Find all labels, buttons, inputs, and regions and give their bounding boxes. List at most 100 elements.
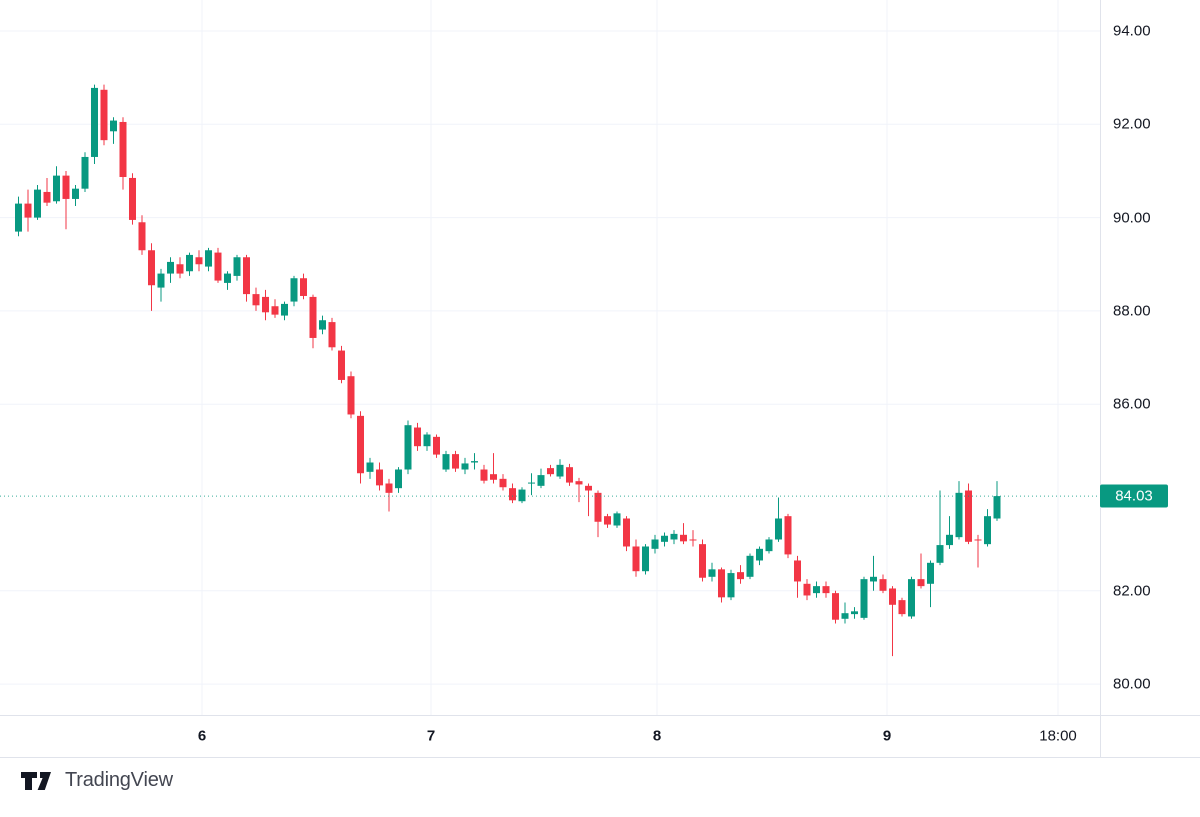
axis-borders	[0, 0, 1200, 758]
candle-up	[518, 487, 526, 504]
time-axis-label: 7	[426, 727, 436, 745]
candle-up	[708, 562, 716, 582]
tradingview-logo-text: TradingView	[65, 769, 173, 791]
candle-up	[642, 544, 649, 575]
candle-up	[471, 453, 478, 470]
candle-up	[461, 457, 469, 475]
candle-up	[290, 275, 298, 307]
candle-down	[898, 597, 906, 617]
candle-down	[594, 490, 602, 538]
last-price-tag: 84.03	[1100, 484, 1168, 508]
candle-down	[604, 513, 611, 528]
candle-down	[737, 565, 744, 584]
candle-down	[195, 250, 203, 272]
candle-up	[670, 530, 678, 545]
price-axis-label: 92.00	[1113, 115, 1151, 133]
candle-up	[651, 534, 659, 554]
horizontal-gridlines	[0, 30, 1100, 685]
candle-up	[661, 532, 668, 547]
price-axis-label: 80.00	[1113, 675, 1151, 693]
candle-down	[414, 422, 421, 451]
candle-up	[233, 254, 241, 281]
price-axis-label: 94.00	[1113, 22, 1151, 40]
price-axis-label: 82.00	[1113, 582, 1151, 600]
time-axis-label: 8	[652, 727, 662, 745]
candle-up	[528, 473, 535, 496]
candle-down	[566, 463, 573, 486]
candle-up	[727, 569, 735, 601]
candle-down	[252, 287, 260, 311]
candle-down	[575, 477, 583, 503]
candle-down	[784, 513, 792, 559]
candle-up	[81, 152, 89, 192]
candle-up	[860, 576, 868, 620]
candle-up	[157, 268, 165, 302]
candle-down	[24, 189, 32, 232]
candle-up	[775, 497, 782, 542]
candle-down	[680, 523, 687, 545]
price-axis-label: 88.00	[1113, 302, 1151, 320]
candle-up	[366, 457, 374, 479]
candle-down	[357, 411, 364, 484]
candles-layer	[15, 84, 1001, 657]
candle-down	[119, 117, 127, 190]
time-axis-label: 6	[197, 727, 207, 745]
candle-down	[271, 299, 279, 318]
candle-up	[927, 560, 934, 608]
candle-down	[689, 530, 697, 547]
candle-down	[623, 516, 630, 552]
candle-down	[214, 247, 222, 283]
tradingview-logo-icon	[21, 771, 51, 790]
candle-up	[72, 184, 79, 206]
candle-up	[442, 450, 450, 472]
candle-down	[376, 462, 383, 491]
candle-down	[509, 483, 516, 504]
candle-up	[765, 537, 773, 554]
vertical-gridlines	[201, 0, 1059, 715]
candle-down	[822, 581, 830, 598]
candle-down	[62, 170, 70, 230]
candle-down	[632, 539, 640, 577]
price-axis[interactable]: 94.00 92.00 90.00 88.00 86.00 82.00 80.00	[1100, 0, 1200, 757]
time-axis-label: 18:00	[1039, 727, 1077, 745]
candle-up	[870, 555, 877, 591]
candle-down	[718, 567, 725, 603]
candle-down	[148, 243, 155, 311]
candle-up	[34, 184, 41, 220]
tradingview-logo[interactable]: TradingView	[20, 769, 173, 792]
candle-up	[53, 166, 60, 204]
candle-down	[803, 579, 811, 601]
candle-up	[936, 490, 944, 566]
price-axis-label: 90.00	[1113, 209, 1151, 227]
candle-down	[699, 539, 706, 582]
candle-up	[613, 511, 621, 528]
time-axis-label: 9	[882, 727, 892, 745]
candle-down	[794, 555, 801, 598]
candle-down	[965, 483, 972, 545]
candle-up	[281, 301, 288, 321]
candle-up	[91, 84, 98, 164]
candle-down	[499, 474, 507, 491]
candle-down	[547, 464, 554, 477]
candle-down	[300, 273, 307, 300]
candle-down	[974, 534, 982, 568]
candle-up	[746, 553, 754, 580]
candle-up	[319, 315, 326, 335]
candle-down	[43, 177, 51, 206]
candle-up	[224, 271, 231, 290]
candle-up	[186, 252, 193, 276]
candle-down	[347, 371, 355, 419]
candle-down	[385, 478, 393, 512]
candle-up	[756, 546, 763, 566]
candle-down	[585, 483, 592, 517]
candle-down	[328, 317, 336, 351]
candle-up	[984, 509, 991, 547]
candle-up	[851, 607, 858, 619]
candle-down	[917, 553, 925, 589]
candle-up	[946, 516, 953, 549]
candle-down	[129, 173, 136, 225]
candle-down	[309, 294, 317, 349]
time-axis[interactable]: 6 7 8 9 18:00	[0, 715, 1200, 757]
